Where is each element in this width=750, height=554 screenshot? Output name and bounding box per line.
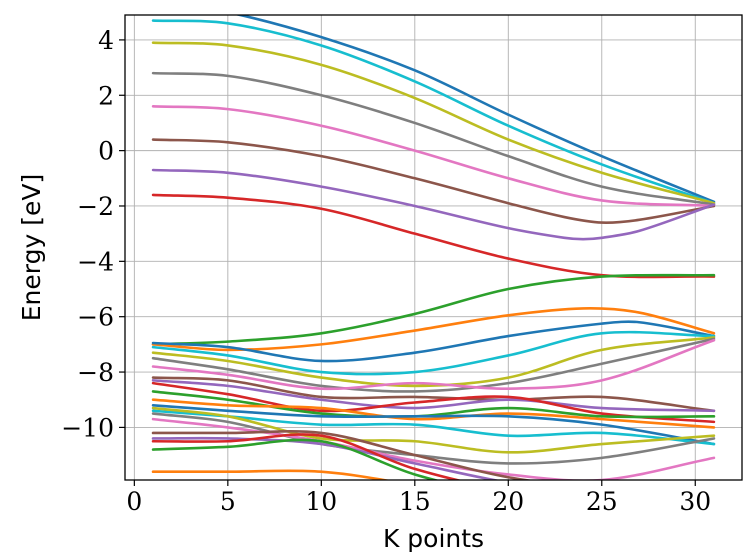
band-line-26 <box>151 430 534 480</box>
x-tick-label: 10 <box>305 487 337 516</box>
plot-area <box>151 15 716 480</box>
band-line-30 <box>151 469 392 480</box>
band-line-17 <box>151 379 716 413</box>
y-tick-label: 4 <box>98 26 114 55</box>
band-line-7 <box>151 168 716 241</box>
band-line-4 <box>151 71 716 206</box>
band-line-3 <box>151 41 716 205</box>
x-tick-label: 15 <box>399 487 431 516</box>
band-line-20 <box>151 398 716 429</box>
x-tick-label: 25 <box>586 487 618 516</box>
band-line-14 <box>151 337 716 393</box>
band-line-13 <box>151 336 716 388</box>
band-line-23 <box>151 406 716 454</box>
x-axis-label: K points <box>383 524 484 553</box>
y-tick-label: −8 <box>77 358 114 387</box>
y-tick-label: 2 <box>98 81 114 110</box>
band-line-2 <box>151 19 716 205</box>
band-line-21 <box>151 403 716 446</box>
band-line-1 <box>234 15 716 204</box>
y-axis-label: Energy [eV] <box>17 174 46 321</box>
y-tick-label: 0 <box>98 137 114 166</box>
band-line-16 <box>151 376 716 413</box>
band-line-28 <box>151 433 463 480</box>
x-tick-label: 5 <box>220 487 236 516</box>
y-tick-label: −10 <box>61 413 114 442</box>
band-line-15 <box>151 338 716 391</box>
band-line-8 <box>151 193 716 279</box>
x-tick-label: 0 <box>126 487 142 516</box>
band-line-6 <box>151 138 716 224</box>
y-tick-label: −6 <box>77 303 114 332</box>
band-line-9 <box>151 273 716 346</box>
axes-frame <box>124 14 743 481</box>
x-tick-label: 20 <box>492 487 524 516</box>
band-line-27 <box>151 436 501 480</box>
axis-ticks: 0 5 10 15 20 25 30 −10 −8 −6 −4 −2 0 2 4 <box>61 26 711 516</box>
band-line-18 <box>151 381 716 424</box>
y-tick-label: −4 <box>77 247 114 276</box>
band-line-29 <box>151 438 440 480</box>
band-line-5 <box>151 105 716 208</box>
band-line-12 <box>151 330 716 376</box>
x-tick-label: 30 <box>679 487 711 516</box>
y-tick-label: −2 <box>77 192 114 221</box>
band-line-11 <box>151 320 716 363</box>
